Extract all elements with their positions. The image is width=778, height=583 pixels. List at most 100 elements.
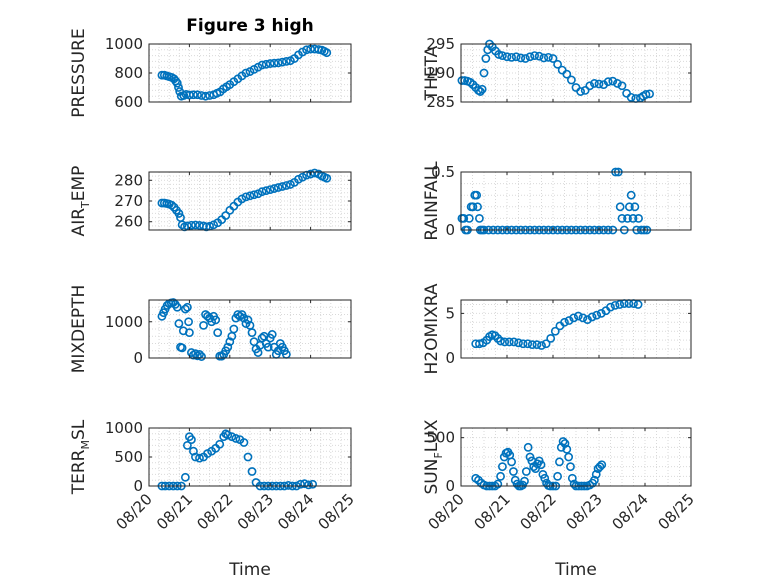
data-point-terr-msl <box>223 430 233 440</box>
data-point-terr-msl <box>304 480 313 490</box>
y-axis-label-pressure: PRESSURE <box>69 28 89 117</box>
data-point-pressure <box>273 58 283 68</box>
data-point-sun-flux <box>558 437 568 446</box>
x-tick-label: 08/23 <box>563 490 606 533</box>
data-point-h2omixra <box>564 316 574 325</box>
data-point-mixdepth <box>184 328 194 338</box>
data-point-theta <box>481 54 491 63</box>
data-point-mixdepth <box>199 320 208 330</box>
y-tick-label: 0 <box>445 477 455 495</box>
data-point-sun-flux <box>509 467 518 476</box>
axes-box-rainfall <box>460 171 692 231</box>
data-point-theta <box>539 53 549 63</box>
data-point-air-temp <box>182 221 192 231</box>
y-tick-label: 0.5 <box>431 163 455 181</box>
data-point-pressure <box>172 78 182 88</box>
data-point-mixdepth <box>217 351 227 361</box>
x-tick-label: 08/23 <box>234 490 277 533</box>
data-point-mixdepth <box>177 343 187 353</box>
y-tick-label: 0 <box>445 221 455 239</box>
x-tick-label: 08/20 <box>113 490 156 533</box>
data-point-sun-flux <box>497 462 507 472</box>
data-point-h2omixra <box>583 315 592 325</box>
data-point-mixdepth <box>197 352 206 361</box>
y-tick-label: 0 <box>445 349 455 367</box>
data-point-terr-msl <box>215 439 225 449</box>
data-point-terr-msl <box>227 432 237 442</box>
data-point-mixdepth <box>239 313 249 323</box>
data-point-rainfall <box>459 213 469 223</box>
data-point-theta <box>457 76 467 85</box>
data-point-mixdepth <box>174 319 184 328</box>
data-point-theta <box>603 77 613 87</box>
data-point-terr-msl <box>187 435 196 444</box>
data-point-theta <box>507 52 516 62</box>
y-tick-label: 0 <box>133 349 143 367</box>
data-point-theta <box>576 87 585 96</box>
data-point-terr-msl <box>243 452 253 462</box>
data-point-sun-flux <box>521 467 531 476</box>
y-tick-label: 1000 <box>105 419 143 437</box>
data-point-mixdepth <box>235 311 245 321</box>
data-point-h2omixra <box>592 310 602 320</box>
y-tick-label: 500 <box>114 448 143 466</box>
data-point-air-temp <box>261 186 271 196</box>
data-point-mixdepth <box>193 351 202 361</box>
data-point-h2omixra <box>587 312 597 322</box>
data-point-rainfall <box>630 202 640 212</box>
data-point-theta <box>580 86 590 95</box>
x-tick-label: 08/20 <box>425 490 468 533</box>
data-point-mixdepth <box>213 328 223 338</box>
data-point-theta <box>553 59 562 69</box>
data-point-h2omixra <box>527 340 537 350</box>
panel-bg-rainfall <box>461 172 691 230</box>
data-point-theta <box>617 81 627 91</box>
y-tick-label: 5 <box>445 304 455 322</box>
y-tick-label: 1000 <box>105 313 143 331</box>
data-point-rainfall <box>615 202 625 212</box>
data-point-theta <box>562 69 572 79</box>
data-point-mixdepth <box>257 333 267 343</box>
axes-box-sun-flux <box>460 427 692 487</box>
data-point-pressure <box>257 60 267 70</box>
data-point-rainfall <box>473 202 482 212</box>
data-point-sun-flux <box>496 471 505 481</box>
data-point-air-temp <box>187 220 196 230</box>
data-point-terr-msl <box>195 453 204 463</box>
y-axis-label-rainfall: RAINFALL <box>422 161 442 241</box>
data-point-air-temp <box>265 185 275 195</box>
data-point-rainfall <box>617 213 627 223</box>
data-point-sun-flux <box>562 444 572 454</box>
data-point-mixdepth <box>223 342 233 352</box>
data-point-sun-flux <box>590 475 599 485</box>
y-tick-label: 600 <box>114 93 143 111</box>
data-point-mixdepth <box>184 317 193 327</box>
data-point-h2omixra <box>573 311 583 321</box>
data-point-sun-flux <box>595 462 605 472</box>
data-point-air-temp <box>281 181 291 190</box>
data-point-mixdepth <box>247 328 257 338</box>
data-point-theta <box>548 54 558 63</box>
data-point-h2omixra <box>518 339 528 349</box>
data-point-air-temp <box>249 190 259 200</box>
data-point-mixdepth <box>180 304 190 314</box>
data-point-theta <box>534 51 544 61</box>
data-point-rainfall <box>472 190 482 200</box>
data-point-terr-msl <box>182 440 192 450</box>
data-point-rainfall <box>623 213 632 223</box>
x-tick-label: 08/21 <box>153 490 196 533</box>
data-point-h2omixra <box>596 308 606 318</box>
data-point-h2omixra <box>532 340 542 350</box>
data-point-h2omixra <box>514 338 523 348</box>
data-point-terr-msl <box>300 479 309 489</box>
data-point-sun-flux <box>507 457 516 467</box>
data-point-sun-flux <box>540 473 550 483</box>
data-point-theta <box>645 89 654 99</box>
data-point-h2omixra <box>633 300 643 309</box>
data-point-sun-flux <box>555 457 564 467</box>
y-axis-label-mixdepth: MIXDEPTH <box>69 285 89 374</box>
x-tick-label: 08/22 <box>193 490 236 533</box>
data-point-rainfall <box>634 213 643 223</box>
data-point-air-temp <box>306 169 315 179</box>
data-point-h2omixra <box>560 317 569 327</box>
